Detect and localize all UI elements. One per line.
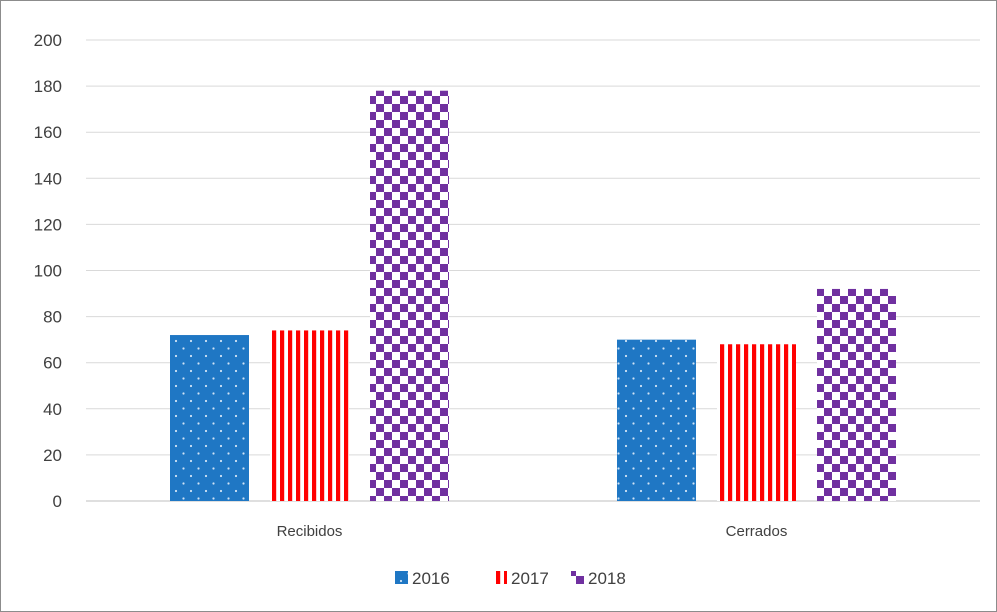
x-axis-category-labels: Recibidos Cerrados (277, 523, 788, 540)
y-tick-label: 120 (34, 215, 62, 234)
y-tick-label: 40 (43, 400, 62, 419)
bar-2017-cerrados (717, 344, 796, 501)
legend-label: 2018 (588, 569, 626, 588)
y-tick-label: 180 (34, 77, 62, 96)
bars (170, 90, 896, 502)
y-tick-label: 0 (53, 492, 62, 511)
bar-2018-recibidos (370, 90, 449, 502)
legend-label: 2017 (511, 569, 549, 588)
y-axis-tick-labels: 0 20 40 60 80 100 120 140 160 180 200 (34, 31, 62, 511)
x-category-label: Recibidos (277, 523, 343, 540)
legend-swatch-2018 (571, 571, 584, 584)
bar-2016-recibidos (170, 335, 249, 501)
bar-2017-recibidos (270, 330, 349, 501)
y-tick-label: 200 (34, 31, 62, 50)
y-tick-label: 100 (34, 262, 62, 281)
legend-swatch-2017 (494, 571, 507, 584)
y-tick-label: 140 (34, 169, 62, 188)
y-tick-label: 60 (43, 354, 62, 373)
legend: 2016 2017 2018 (395, 569, 626, 588)
y-tick-label: 160 (34, 123, 62, 142)
y-tick-label: 80 (43, 308, 62, 327)
bar-2016-cerrados (617, 339, 696, 501)
legend-swatch-2016 (395, 571, 408, 584)
x-category-label: Cerrados (726, 523, 788, 540)
legend-label: 2016 (412, 569, 450, 588)
bar-2018-cerrados (817, 288, 896, 501)
y-tick-label: 20 (43, 446, 62, 465)
